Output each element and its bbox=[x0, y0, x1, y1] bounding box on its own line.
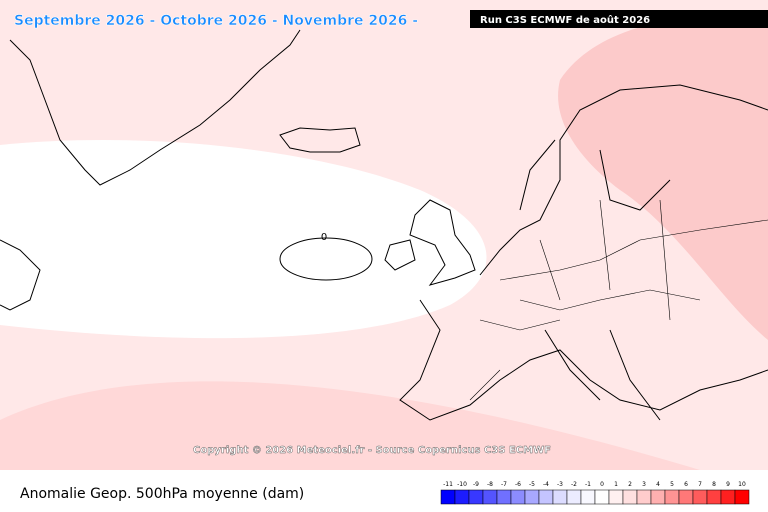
legend-tick-label: -3 bbox=[557, 481, 563, 488]
title: Septembre 2026 - Octobre 2026 - Novembre… bbox=[14, 13, 418, 29]
legend-tick-label: 4 bbox=[656, 481, 660, 488]
legend-swatch bbox=[552, 489, 568, 505]
legend-swatch bbox=[734, 489, 750, 505]
coastline bbox=[9, 29, 301, 186]
legend-swatch bbox=[496, 489, 512, 505]
legend-swatch bbox=[566, 489, 582, 505]
legend-swatch bbox=[580, 489, 596, 505]
contour-label: 0 bbox=[321, 232, 327, 243]
legend-tick-label: -4 bbox=[543, 481, 549, 488]
coastline bbox=[384, 239, 416, 271]
anomaly-band bbox=[0, 381, 700, 470]
legend-tick-label: -9 bbox=[473, 481, 479, 488]
legend-tick-label: -5 bbox=[529, 481, 535, 488]
legend-swatch bbox=[622, 489, 638, 505]
legend-swatch bbox=[454, 489, 470, 505]
legend-tick-label: -2 bbox=[571, 481, 577, 488]
run-box bbox=[470, 10, 768, 28]
legend-tick-label: 2 bbox=[628, 481, 632, 488]
anomaly-band bbox=[558, 16, 768, 341]
legend-swatch bbox=[678, 489, 694, 505]
legend-swatch bbox=[468, 489, 484, 505]
legend-swatch bbox=[692, 489, 708, 505]
legend-tick-label: 3 bbox=[642, 481, 646, 488]
color-legend: -11 -10 -9 -8 -7 -6 -5 -4 -3 -2 -1 0 1 2 3 4 5 6 7 8 9 10 bbox=[440, 481, 750, 505]
map: 0 Copyright © 2026 Meteociel.fr - Source… bbox=[0, 0, 768, 470]
legend-swatch bbox=[650, 489, 666, 505]
legend-tick-label: 5 bbox=[670, 481, 674, 488]
legend-tick-label: -1 bbox=[585, 481, 591, 488]
legend-tick-label: -7 bbox=[501, 481, 507, 488]
legend-tick-label: -8 bbox=[487, 481, 493, 488]
country-border bbox=[469, 199, 768, 401]
legend-swatch bbox=[440, 489, 456, 505]
legend-swatch bbox=[608, 489, 624, 505]
legend-tick-label: 7 bbox=[698, 481, 702, 488]
coastline bbox=[279, 127, 361, 153]
legend-tick-label: -10 bbox=[457, 481, 467, 488]
legend-swatch bbox=[720, 489, 736, 505]
legend-tick-label: 1 bbox=[614, 481, 618, 488]
legend-swatch bbox=[524, 489, 540, 505]
copyright: Copyright © 2026 Meteociel.fr - Source C… bbox=[193, 445, 551, 456]
legend-tick-label: 6 bbox=[684, 481, 688, 488]
legend-swatch bbox=[510, 489, 526, 505]
legend-swatch bbox=[594, 489, 610, 505]
coastline bbox=[409, 199, 476, 286]
legend-swatch bbox=[538, 489, 554, 505]
legend-tick-label: -11 bbox=[443, 481, 453, 488]
coastline bbox=[399, 84, 768, 421]
legend-tick-label: 9 bbox=[726, 481, 730, 488]
legend-swatch bbox=[636, 489, 652, 505]
anomaly-band bbox=[0, 140, 487, 339]
legend-tick-label: -6 bbox=[515, 481, 521, 488]
legend-tick-label: 10 bbox=[738, 481, 746, 488]
coastline bbox=[0, 239, 41, 311]
legend-swatch bbox=[706, 489, 722, 505]
legend-tick-label: 0 bbox=[600, 481, 604, 488]
footer-label: Anomalie Geop. 500hPa moyenne (dam) bbox=[20, 486, 304, 502]
legend-tick-label: 8 bbox=[712, 481, 716, 488]
legend-swatch bbox=[664, 489, 680, 505]
legend-swatch bbox=[482, 489, 498, 505]
run-label: Run C3S ECMWF de août 2026 bbox=[480, 14, 650, 26]
contour bbox=[279, 237, 373, 281]
